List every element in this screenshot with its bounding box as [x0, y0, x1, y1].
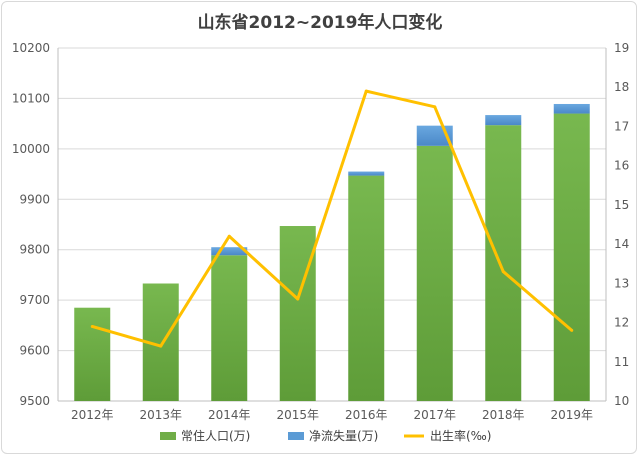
birth-rate-point: [90, 324, 94, 328]
population-bar: [553, 113, 590, 402]
x-tick-label: 2016年: [345, 408, 388, 422]
right-tick-label: 16: [614, 159, 629, 173]
birth-rate-polyline: [91, 89, 573, 348]
legend-label-outflow: 净流失量(万): [309, 428, 378, 443]
x-tick-label: 2012年: [71, 408, 114, 422]
right-tick-label: 19: [614, 41, 629, 55]
right-tick-label: 10: [614, 394, 629, 408]
right-axis: 10 11 12 13 14 15 16 17 18 19: [605, 41, 629, 408]
left-axis: 9500 9600 9700 9800 9900 10000 10100 10200: [12, 41, 59, 408]
left-tick-label: 10100: [12, 91, 50, 105]
birth-rate-point: [296, 297, 300, 301]
x-tick-label: 2018年: [482, 408, 525, 422]
birth-rate-point: [501, 270, 505, 274]
population-bar: [348, 175, 385, 401]
legend-swatch-outflow: [288, 432, 304, 440]
population-bar: [279, 226, 316, 401]
bars: [74, 103, 590, 402]
left-tick-label: 10200: [12, 41, 50, 55]
right-tick-label: 17: [614, 119, 629, 133]
chart-title: 山东省2012~2019年人口变化: [198, 12, 443, 33]
birth-rate-point: [227, 234, 231, 238]
right-tick-label: 15: [614, 198, 629, 212]
birth-rate-point: [364, 89, 368, 93]
x-tick-label: 2019年: [550, 408, 593, 422]
right-tick-label: 14: [614, 237, 629, 251]
left-tick-label: 10000: [12, 142, 50, 156]
legend-swatch-population: [160, 432, 176, 440]
x-tick-label: 2017年: [413, 408, 456, 422]
birth-rate-point: [570, 328, 574, 332]
outflow-bar: [553, 103, 590, 114]
legend-label-population: 常住人口(万): [181, 429, 250, 443]
right-tick-label: 13: [614, 276, 629, 290]
x-tick-label: 2015年: [276, 408, 319, 422]
x-tick-label: 2014年: [208, 408, 251, 422]
left-tick-label: 9700: [19, 293, 50, 307]
gridlines: [58, 47, 606, 402]
population-bar: [211, 255, 248, 401]
left-tick-label: 9500: [19, 394, 50, 408]
x-tick-label: 2013年: [139, 408, 182, 422]
outflow-bar: [348, 171, 385, 176]
right-tick-label: 18: [614, 80, 629, 94]
outflow-bar: [485, 115, 522, 126]
population-bar: [416, 145, 453, 401]
birth-rate-point: [159, 344, 163, 348]
left-tick-label: 9900: [19, 192, 50, 206]
population-bar: [74, 307, 111, 401]
left-tick-label: 9600: [19, 344, 50, 358]
x-axis: 2012年 2013年 2014年 2015年 2016年 2017年 2018年 2019年: [58, 400, 606, 422]
population-bar: [485, 125, 522, 402]
right-tick-label: 11: [614, 355, 629, 369]
birth-rate-line: [90, 89, 574, 348]
right-tick-label: 12: [614, 316, 629, 330]
birth-rate-point: [433, 105, 437, 109]
left-tick-label: 9800: [19, 243, 50, 257]
outflow-bar: [211, 247, 248, 256]
legend: 常住人口(万) 净流失量(万) 出生率(‰): [160, 428, 491, 443]
legend-label-birth-rate: 出生率(‰): [430, 428, 491, 443]
